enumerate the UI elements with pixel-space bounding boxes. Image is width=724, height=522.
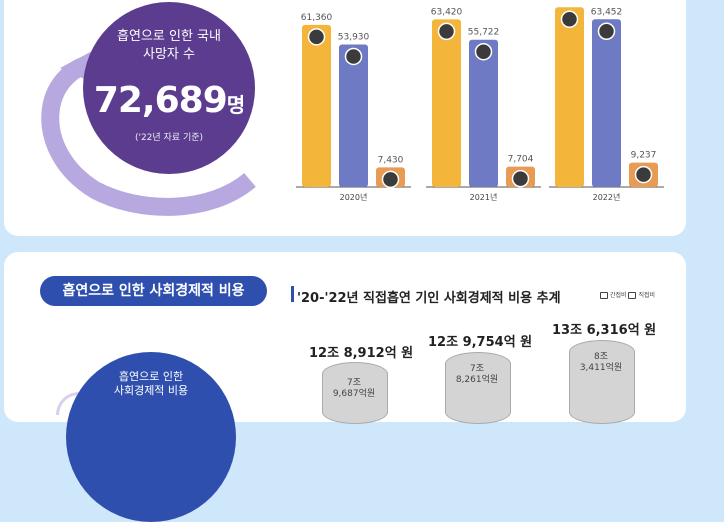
- bar-value-label: 63,452: [591, 7, 623, 17]
- deaths-label: 흡연으로 인한 국내 사망자 수: [83, 28, 255, 64]
- cost-circle-line2: 사회경제적 비용: [113, 384, 189, 397]
- legend-swatch-direct: [628, 292, 637, 299]
- deaths-bar-chart: 61,360 53,930 7,430 2020년 63,420 55,722 7,704 2…: [296, 7, 664, 202]
- coin-top-2022: 8조: [593, 352, 608, 362]
- bar-value-label: 7,704: [508, 155, 534, 165]
- bar-2020년-s0: [302, 24, 331, 187]
- deaths-label-line1: 흡연으로 인한 국내: [117, 29, 221, 44]
- cost-circle: 흡연으로 인한 사회경제적 비용: [66, 352, 236, 522]
- legend-swatch-indirect: [600, 292, 608, 299]
- bar-2021년-s0: [432, 19, 461, 187]
- cost-total-2022: 13조 6,316억 원: [552, 323, 657, 338]
- legend-direct: 직접비: [638, 292, 656, 299]
- x-tick-label: 2021년: [470, 192, 498, 202]
- bar-icon: [381, 170, 400, 189]
- coin-label-2022: 8조 3,411억원: [569, 352, 633, 374]
- legend-indirect: 간접비: [610, 292, 627, 299]
- bar-icon: [437, 22, 456, 41]
- cost-circle-line1: 흡연으로 인한: [118, 370, 184, 383]
- cost-chart-title: '20-'22년 직접흡연 기인 사회경제적 비용 추계: [291, 286, 561, 306]
- bar-value-label: 61,360: [301, 13, 333, 23]
- bar-icon: [307, 28, 326, 46]
- cost-total-2020: 12조 8,912억 원: [309, 346, 414, 361]
- deaths-note: ('22년 자료 기준): [134, 133, 204, 143]
- bar-icon: [474, 42, 493, 61]
- cost-circle-label: 흡연으로 인한 사회경제적 비용: [66, 370, 236, 398]
- deaths-total: 72,689명: [83, 80, 255, 121]
- bar-icon: [597, 22, 616, 41]
- deaths-circle: 흡연으로 인한 국내 사망자 수 72,689명 ('22년 자료 기준): [83, 2, 255, 174]
- bar-2020년-s1: [339, 44, 368, 187]
- bar-value-label: 7,430: [378, 155, 404, 165]
- bar-value-label: 63,420: [431, 7, 463, 17]
- coin-label-2020: 7조 9,687억원: [322, 378, 386, 400]
- bar-value-label: 55,722: [468, 28, 500, 38]
- bar-value-label: 53,930: [338, 32, 370, 42]
- coin-label-2021: 7조 8,261억원: [445, 364, 509, 386]
- deaths-total-number: 72,689: [93, 80, 228, 121]
- x-tick-label: 2022년: [593, 192, 621, 202]
- cost-legend: 간접비 직접비: [600, 290, 655, 299]
- bar-icon: [344, 47, 363, 66]
- bar-icon: [560, 10, 579, 29]
- x-tick-label: 2020년: [340, 192, 368, 202]
- bar-2021년-s1: [469, 39, 498, 188]
- coin-stack-2021: [445, 352, 511, 424]
- bar-icon: [634, 165, 653, 184]
- cost-total-2021: 12조 9,754억 원: [428, 335, 533, 350]
- deaths-total-unit: 명: [226, 93, 245, 117]
- deaths-label-line2: 사망자 수: [143, 47, 195, 62]
- coin-bottom-2022: 3,411억원: [579, 363, 623, 373]
- coin-bottom-2020: 9,687억원: [332, 389, 376, 399]
- coin-bottom-2021: 8,261억원: [455, 375, 499, 385]
- bar-2022년-s0: [555, 7, 584, 187]
- coin-top-2021: 7조: [469, 364, 484, 374]
- coin-top-2020: 7조: [346, 378, 361, 388]
- bar-icon: [511, 169, 530, 188]
- cost-title-pill: 흡연으로 인한 사회경제적 비용: [40, 276, 267, 306]
- bar-value-label: 9,237: [631, 151, 657, 161]
- bar-2022년-s1: [592, 19, 621, 188]
